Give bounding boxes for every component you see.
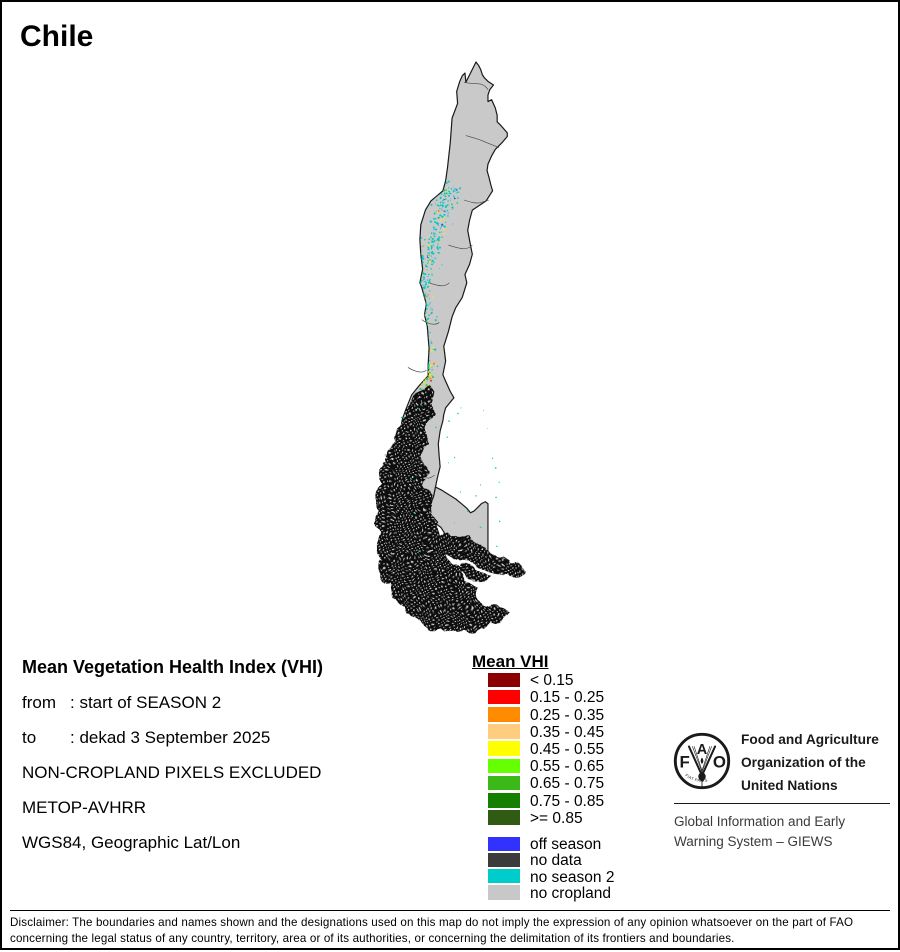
svg-text:A: A [697,742,708,758]
svg-text:O: O [713,752,726,771]
svg-text:F: F [679,752,689,771]
